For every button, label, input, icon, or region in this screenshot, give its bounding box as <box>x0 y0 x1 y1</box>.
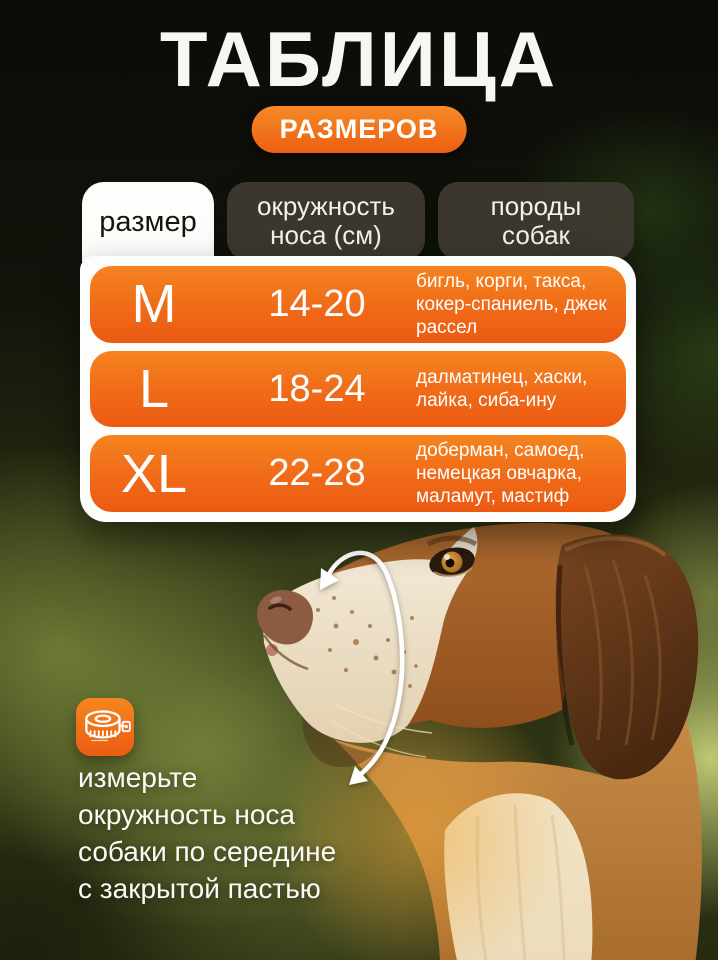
nose-range-cell: 14-20 <box>268 282 366 325</box>
page-title: ТАБЛИЦА <box>159 15 559 103</box>
dog-muzzle <box>262 527 478 743</box>
table-header-row: размер окружность носа (см) породы собак <box>82 182 634 262</box>
note-line: окружность носа <box>78 798 295 830</box>
size-cell: L <box>138 359 170 419</box>
size-cell: M <box>131 274 177 335</box>
header-size-label: размер <box>99 205 197 238</box>
dog-ear <box>555 534 699 780</box>
note-line: собаки по середине <box>78 835 337 867</box>
nose-range-cell: 22-28 <box>268 452 366 495</box>
measurement-note: измерьте окружность носа собаки по серед… <box>78 760 336 908</box>
header-nose-label: окружность носа (см) <box>257 190 395 250</box>
breeds-cell: доберман, самоед, немецкая овчарка, мала… <box>416 439 585 508</box>
measuring-tape-icon <box>76 698 134 756</box>
table-row-xl: XL 22-28 доберман, самоед, немецкая овча… <box>90 435 626 513</box>
size-cell: XL <box>120 443 188 504</box>
dog-nose <box>257 589 314 645</box>
dog-photo-illustration <box>257 522 702 960</box>
table-row-l: L 18-24 далматинец, хаски, лайка, сиба-и… <box>90 350 626 428</box>
nose-measure-arrow <box>320 550 405 785</box>
header-tab-nose-circumference: окружность носа (см) <box>227 182 425 260</box>
header-breeds-label: породы собак <box>490 190 582 250</box>
header-tab-size: размер <box>82 182 214 262</box>
size-table: M 14-20 бигль, корги, такса, кокер-спани… <box>80 256 636 522</box>
nose-range-cell: 18-24 <box>268 367 366 410</box>
size-badge: РАЗМЕРОВ <box>251 106 467 153</box>
table-row-m: M 14-20 бигль, корги, такса, кокер-спани… <box>90 266 626 343</box>
note-line: с закрытой пастью <box>78 872 321 904</box>
note-line: измерьте <box>78 762 198 793</box>
header-tab-breeds: породы собак <box>438 182 634 260</box>
breeds-cell: бигль, корги, такса, кокер-спаниель, дже… <box>416 270 607 338</box>
breeds-cell: далматинец, хаски, лайка, сиба-ину <box>416 366 588 411</box>
dog-eye <box>426 535 478 577</box>
